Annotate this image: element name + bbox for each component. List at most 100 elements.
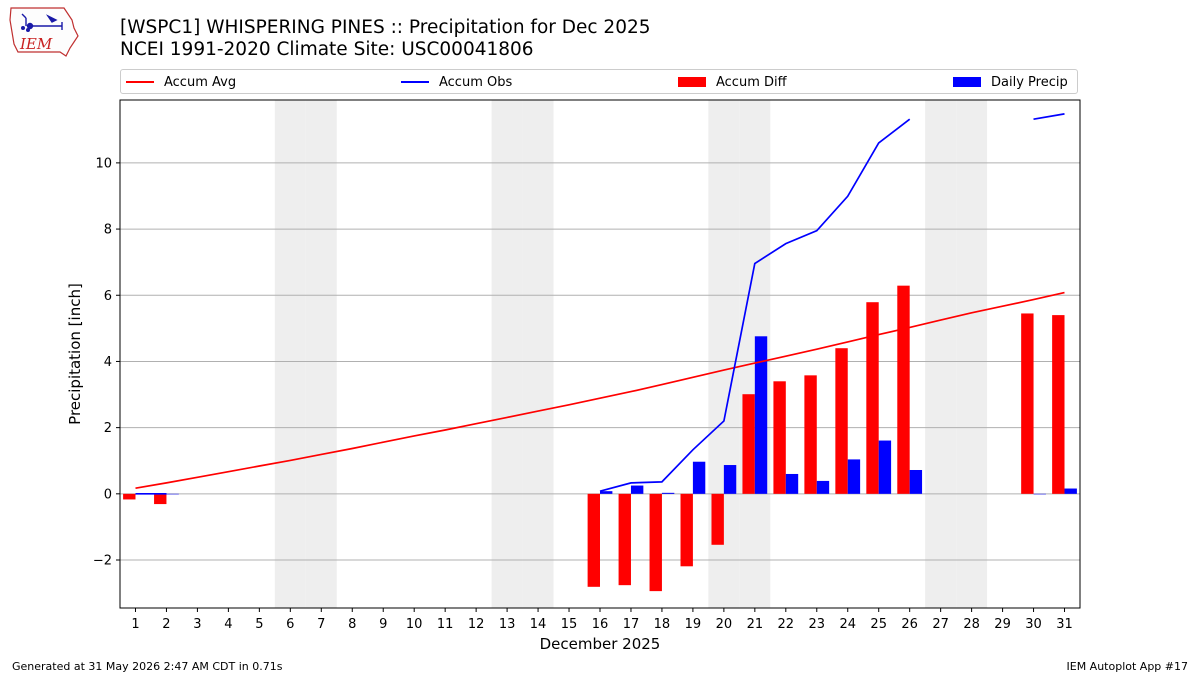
x-tick-label-31: 31 xyxy=(1056,617,1073,632)
accum-obs-line-segment-2 xyxy=(1033,113,1065,121)
daily-bar-23 xyxy=(816,480,830,494)
weekend-band-6 xyxy=(274,100,306,608)
x-tick-label-10: 10 xyxy=(406,617,423,632)
daily-bar-25 xyxy=(878,440,892,494)
x-tick-label-20: 20 xyxy=(716,617,733,632)
accum-diff-bars xyxy=(123,285,1065,592)
diff-bar-26 xyxy=(897,285,910,494)
diff-bar-24 xyxy=(835,348,848,494)
legend-item-obs: Accum Obs xyxy=(401,73,512,91)
y-tick-label-4: 4 xyxy=(104,355,112,370)
diff-bar-18 xyxy=(649,493,662,592)
daily-bar-30 xyxy=(1033,493,1046,495)
x-tick-label-23: 23 xyxy=(809,617,826,632)
diff-bar-22 xyxy=(773,381,786,494)
x-tick-label-11: 11 xyxy=(437,617,454,632)
daily-bar-2 xyxy=(166,493,179,495)
diff-bar-31 xyxy=(1052,315,1065,494)
daily-bar-21 xyxy=(754,336,768,494)
y-tick-label-8: 8 xyxy=(104,223,112,238)
y-tick-label-6: 6 xyxy=(104,289,112,304)
diff-bar-21 xyxy=(742,394,755,494)
y-tick-label--2: −2 xyxy=(93,554,112,569)
x-tick-label-21: 21 xyxy=(747,617,764,632)
x-tick-label-26: 26 xyxy=(901,617,918,632)
accum-avg-line-segment-0 xyxy=(135,291,1065,490)
y-axis: −2 0 2 4 6 8 10 xyxy=(93,156,120,569)
y-tick-label-2: 2 xyxy=(104,421,112,436)
daily-precip-bars xyxy=(135,336,1077,495)
daily-bar-16 xyxy=(600,491,613,494)
x-tick-label-5: 5 xyxy=(255,617,263,632)
diff-bar-2 xyxy=(154,493,167,505)
x-tick-label-2: 2 xyxy=(162,617,170,632)
x-tick-label-16: 16 xyxy=(592,617,609,632)
daily-bar-26 xyxy=(909,469,923,494)
footer-app: IEM Autoplot App #17 xyxy=(1066,660,1189,673)
gridlines xyxy=(120,162,1080,561)
legend-swatch-avg xyxy=(126,81,154,83)
x-tick-label-22: 22 xyxy=(778,617,795,632)
daily-bar-24 xyxy=(847,459,861,494)
daily-bar-22 xyxy=(785,473,799,494)
x-tick-label-19: 19 xyxy=(685,617,702,632)
weekend-band-27 xyxy=(925,100,957,608)
legend-swatch-diff xyxy=(678,77,706,87)
weekend-band-13 xyxy=(491,100,523,608)
logo-text: IEM xyxy=(19,35,53,53)
legend-label-daily: Daily Precip xyxy=(991,74,1068,90)
x-tick-label-9: 9 xyxy=(379,617,387,632)
diff-bar-19 xyxy=(680,493,693,567)
legend: Accum Avg Accum Obs Accum Diff Daily Pre… xyxy=(120,69,1078,94)
x-tick-label-18: 18 xyxy=(654,617,671,632)
y-tick-label-0: 0 xyxy=(104,487,112,502)
iem-logo-icon[interactable]: IEM xyxy=(8,6,80,58)
x-tick-label-17: 17 xyxy=(623,617,640,632)
diff-bar-17 xyxy=(618,493,631,586)
chart-title: [WSPC1] WHISPERING PINES :: Precipitatio… xyxy=(120,17,651,38)
x-tick-label-28: 28 xyxy=(963,617,980,632)
x-axis-label: December 2025 xyxy=(540,635,661,653)
chart-subtitle: NCEI 1991-2020 Climate Site: USC00041806 xyxy=(120,39,534,60)
x-tick-label-14: 14 xyxy=(530,617,547,632)
x-tick-label-6: 6 xyxy=(286,617,294,632)
daily-bar-19 xyxy=(692,461,706,494)
y-tick-label-10: 10 xyxy=(95,156,112,171)
weekend-shading xyxy=(274,100,988,608)
x-tick-label-7: 7 xyxy=(317,617,325,632)
weekend-band-7 xyxy=(305,100,337,608)
x-tick-label-15: 15 xyxy=(561,617,578,632)
weekend-band-28 xyxy=(956,100,988,608)
x-tick-label-4: 4 xyxy=(224,617,232,632)
x-axis: 1 2 3 4 5 6 7 8 9 10 11 12 13 14 15 16 17 18 19 20 21 22 23 24 2… xyxy=(131,608,1073,632)
legend-label-avg: Accum Avg xyxy=(164,74,237,90)
legend-item-daily: Daily Precip xyxy=(953,73,1068,91)
x-tick-label-1: 1 xyxy=(131,617,139,632)
daily-bar-18 xyxy=(661,492,675,494)
legend-label-diff: Accum Diff xyxy=(716,74,787,90)
diff-bar-16 xyxy=(587,493,600,587)
y-axis-label: Precipitation [inch] xyxy=(66,283,84,425)
x-tick-label-3: 3 xyxy=(193,617,201,632)
diff-bar-1 xyxy=(123,493,136,500)
diff-bar-25 xyxy=(866,302,879,494)
diff-bar-20 xyxy=(711,493,724,545)
accum-lines xyxy=(135,113,1065,495)
footer-generated: Generated at 31 May 2026 2:47 AM CDT in … xyxy=(12,660,283,673)
x-tick-label-24: 24 xyxy=(839,617,856,632)
weekend-band-14 xyxy=(522,100,554,608)
legend-label-obs: Accum Obs xyxy=(439,74,513,90)
daily-bar-31 xyxy=(1064,488,1077,494)
x-tick-label-13: 13 xyxy=(499,617,516,632)
diff-bar-30 xyxy=(1021,313,1034,494)
legend-swatch-daily xyxy=(953,77,981,87)
x-tick-label-30: 30 xyxy=(1025,617,1042,632)
daily-bar-17 xyxy=(630,485,644,494)
x-tick-label-8: 8 xyxy=(348,617,356,632)
x-tick-label-12: 12 xyxy=(468,617,485,632)
legend-swatch-obs xyxy=(401,81,429,83)
daily-bar-20 xyxy=(723,465,737,494)
x-tick-label-29: 29 xyxy=(994,617,1011,632)
accum-obs-line-segment-1 xyxy=(599,118,911,493)
